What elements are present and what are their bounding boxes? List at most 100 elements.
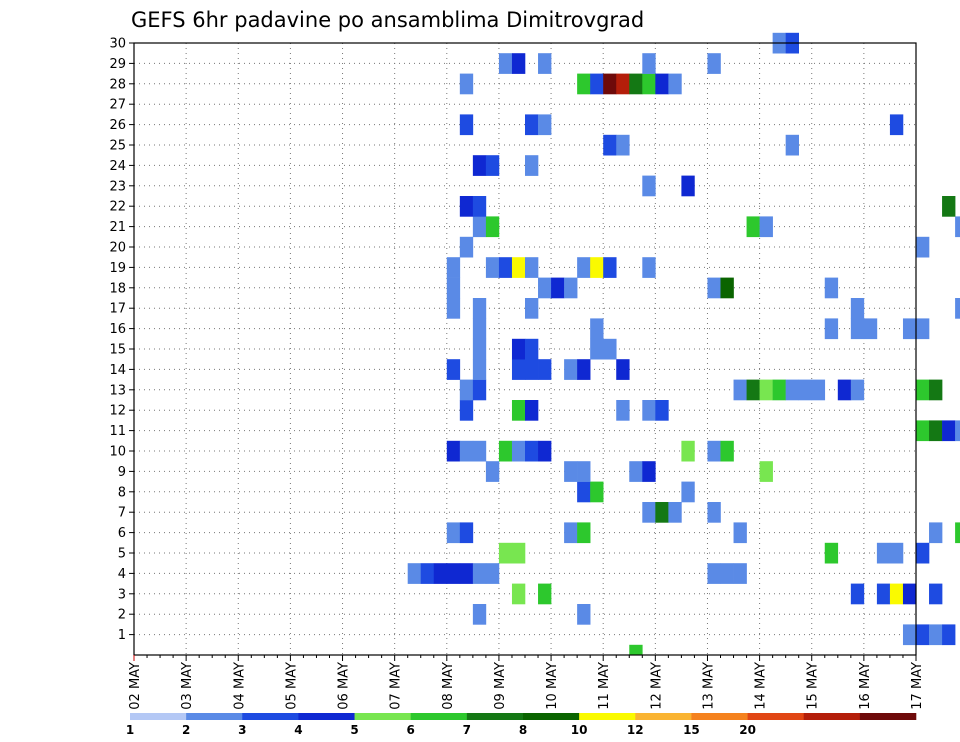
heatmap-cell <box>498 542 513 564</box>
heatmap-cell <box>564 277 578 299</box>
heatmap-cell <box>629 73 643 95</box>
heatmap-cell <box>498 53 513 74</box>
colorbar-label: 1 <box>126 723 134 737</box>
heatmap-cell <box>616 134 630 156</box>
y-tick-label: 24 <box>109 159 126 174</box>
y-tick-label: 13 <box>109 383 126 398</box>
x-tick-label: 16 MAY <box>858 662 873 710</box>
heatmap-cell <box>863 318 878 340</box>
heatmap-cell <box>511 440 526 462</box>
heatmap-cell <box>525 400 539 421</box>
colorbar-label: 10 <box>571 723 588 737</box>
heatmap-cell <box>668 73 682 95</box>
heatmap-cell <box>772 379 786 401</box>
x-tick-label: 15 MAY <box>806 662 821 710</box>
chart-title: GEFS 6hr padavine po ansamblima Dimitrov… <box>131 8 644 32</box>
y-tick-label: 7 <box>118 506 126 521</box>
y-tick-label: 9 <box>118 465 126 480</box>
heatmap-cell <box>850 583 865 605</box>
heatmap-cell <box>538 359 552 380</box>
heatmap-cell <box>642 502 656 523</box>
heatmap-cell <box>955 522 960 544</box>
y-tick-label: 8 <box>118 485 126 500</box>
heatmap-cell <box>681 175 695 197</box>
heatmap-cell <box>942 420 956 442</box>
x-tick-label: 12 MAY <box>649 662 664 710</box>
y-tick-label: 5 <box>118 547 126 562</box>
x-tick-label: 02 MAY <box>128 662 143 710</box>
heatmap-cell <box>850 379 865 401</box>
heatmap-cell <box>876 583 891 605</box>
heatmap-cell <box>511 359 526 380</box>
y-tick-label: 28 <box>109 77 126 92</box>
heatmap-cell <box>616 400 630 421</box>
heatmap-cell <box>472 298 487 319</box>
heatmap-cell <box>759 216 773 238</box>
heatmap-cell <box>707 563 721 584</box>
heatmap-cell <box>472 379 487 401</box>
heatmap-cell <box>459 114 474 136</box>
colorbar-segment <box>410 713 468 720</box>
heatmap-cell <box>538 53 552 74</box>
y-tick-label: 17 <box>109 302 126 317</box>
heatmap-cell <box>446 257 461 278</box>
heatmap-cell <box>511 53 526 74</box>
heatmap-cell <box>916 420 930 442</box>
colorbar: 1 2 3 4 5 6 7 8 10 12 15 20 <box>126 713 917 737</box>
colorbar-segment <box>691 713 748 720</box>
heatmap-cell <box>459 400 474 421</box>
heatmap-cell <box>472 440 487 462</box>
heatmap-cell <box>538 440 552 462</box>
heatmap-cell <box>889 583 904 605</box>
heatmap-cell <box>798 379 813 401</box>
heatmap-cell <box>538 583 552 605</box>
heatmap-cell <box>407 563 422 584</box>
heatmap-cell <box>459 196 474 217</box>
heatmap-cell <box>459 522 474 544</box>
heatmap-cell <box>929 420 943 442</box>
x-tick-label: 05 MAY <box>284 662 299 710</box>
heatmap-cell <box>577 522 591 544</box>
colorbar-segment <box>747 713 805 720</box>
heatmap-cell <box>811 379 826 401</box>
heatmap-cell <box>902 318 917 340</box>
colorbar-segment <box>130 713 187 720</box>
heatmap-cell <box>446 440 461 462</box>
heatmap-cell <box>902 583 917 605</box>
colorbar-label: 6 <box>407 723 415 737</box>
y-tick-label: 15 <box>109 343 126 358</box>
heatmap-cell <box>485 461 500 482</box>
x-tick-label: 10 MAY <box>545 662 560 710</box>
heatmap-cell <box>929 624 943 646</box>
heatmap-cell <box>459 440 474 462</box>
heatmap-cell <box>485 155 500 176</box>
x-tick-label: 13 MAY <box>701 662 716 710</box>
heatmap-cell <box>564 359 578 380</box>
heatmap-cell <box>876 542 891 564</box>
heatmap-cell <box>733 379 747 401</box>
y-tick-label: 6 <box>118 526 126 541</box>
heatmap-cell <box>629 644 643 655</box>
heatmap-cell <box>824 542 839 564</box>
y-tick-label: 1 <box>118 628 126 643</box>
heatmap-cell <box>850 318 865 340</box>
heatmap-cell <box>733 563 747 584</box>
heatmap-cell <box>889 542 904 564</box>
heatmap-cell <box>577 73 591 95</box>
colorbar-label: 5 <box>350 723 358 737</box>
heatmap-cell <box>603 134 617 156</box>
heatmap-cell <box>824 277 839 299</box>
y-tick-label: 29 <box>109 57 126 72</box>
heatmap-cell <box>590 318 604 340</box>
heatmap-cell <box>655 73 669 95</box>
heatmap-cell <box>942 196 956 217</box>
colorbar-label: 7 <box>463 723 471 737</box>
heatmap-cell <box>511 257 526 278</box>
heatmap-cell <box>929 379 943 401</box>
x-tick-label: 03 MAY <box>180 662 195 710</box>
heatmap-cell <box>746 216 760 238</box>
heatmap-cell <box>472 216 487 238</box>
heatmap-cell <box>472 318 487 340</box>
heatmap-cell <box>720 563 734 584</box>
x-tick-label: 17 MAY <box>910 662 925 710</box>
